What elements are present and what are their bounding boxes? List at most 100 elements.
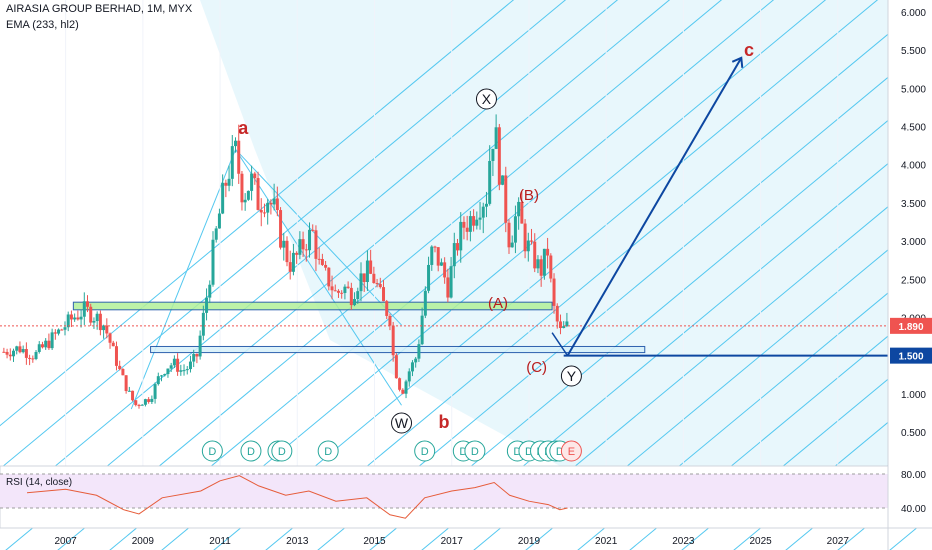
candle-body [446,277,450,298]
candle-body [314,230,318,259]
candle-body [95,313,99,322]
candle-body [301,239,305,250]
candle-body [533,241,537,269]
x-axis-ticks[interactable]: 2007 2009 2011 2013 2015 2017 2019 2021 2023 2025… [55,536,850,547]
candle-body [558,321,562,329]
candle-body [536,259,540,269]
x-tick-label: 2007 [55,536,78,547]
level-tag-label: 1.500 [898,352,923,363]
fan-line [5,0,671,550]
candle-body [8,354,12,357]
candle-body [491,148,495,161]
candle-body [118,365,122,369]
candle-body [552,278,556,306]
dividend-marker: D [208,446,216,458]
fan-median-right [235,149,402,406]
candle-body [121,368,125,376]
candle-body [546,248,550,256]
price-axis[interactable] [888,0,932,528]
fan-line [629,298,932,550]
y-tick-label: 5.500 [901,46,926,57]
candle-body [185,369,189,371]
candle-body [253,173,257,179]
fan-line [0,0,619,513]
candle-body [427,264,431,291]
candle-body [150,398,154,402]
projection-line [566,57,743,357]
candle-body [224,182,228,186]
candle-body [156,376,160,385]
fan-line [681,342,932,550]
candle-body [388,315,392,326]
candle-body [565,321,569,327]
last-price-tag-label: 1.890 [898,322,923,333]
candle-body [28,357,32,359]
y-tick-label: 4.000 [901,161,926,172]
candle-body [343,286,347,293]
candle-body [82,301,86,317]
candle-body [443,262,447,278]
candle-body [63,327,67,330]
candle-body [12,350,16,357]
candle-body [201,312,205,336]
earnings-marker-ring [560,440,582,462]
candle-body [478,217,482,220]
candle-body [542,248,546,276]
candle-body [382,287,386,302]
candle-body [526,240,530,252]
candle-body [234,140,238,147]
candle-body [176,358,180,372]
candle-body [420,315,424,345]
candle-body [208,284,212,298]
candle-body [501,175,505,185]
candle-body [356,291,360,300]
candle-body [407,371,411,382]
dividend-marker: D [471,446,479,458]
rsi-band [0,474,888,508]
candle-body [369,260,373,274]
x-tick-label: 2027 [827,536,850,547]
candle-body [414,358,418,363]
dividend-marker-ring [271,440,293,462]
wave-label-c: c [744,40,754,60]
candle-body [497,127,501,185]
fan-line [317,40,932,550]
fan-line [0,0,515,427]
wave-label-b-paren: (B) [519,187,539,204]
candle-body [504,175,508,223]
candle-body [468,216,472,232]
candle-body [89,306,93,323]
candle-body [391,325,395,356]
candle-body [160,375,164,377]
candle-body [549,255,553,279]
candle-body [34,351,38,359]
candle-body [308,229,312,251]
level-tag [890,347,932,364]
candle-body [192,353,196,362]
fan-line [577,255,932,550]
candle-body [57,329,61,334]
candle-body [562,326,566,329]
dividend-marker: D [525,446,533,458]
x-tick-label: 2019 [518,536,541,547]
fan-line [213,0,879,550]
candle-body [269,202,273,205]
candle-body [243,199,247,203]
y-tick-label: 3.500 [901,199,926,210]
candle-body [37,344,41,352]
y-tick-label: 3.000 [901,237,926,248]
candle-body [439,262,443,266]
rsi-series-line [26,475,568,519]
candle-body [298,239,302,255]
fan-line [0,0,567,470]
candle-body [98,313,102,331]
candle-body [147,399,151,402]
wave-label-b: b [439,412,450,432]
candle-body [111,342,115,347]
candle-body [346,286,350,288]
support-zone-lower [150,345,646,354]
candle-body [333,290,337,292]
candle-body [195,353,199,357]
x-tick-label: 2021 [595,536,618,547]
